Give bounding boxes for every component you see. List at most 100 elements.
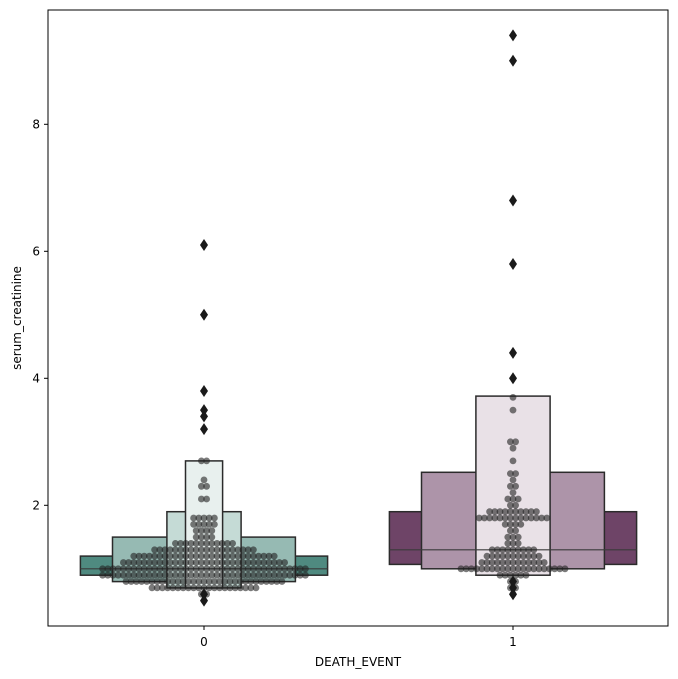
swarm-point: [520, 559, 527, 566]
swarm-point: [509, 457, 517, 465]
swarm-point: [512, 438, 519, 446]
swarm-point: [200, 578, 208, 585]
swarm-point: [135, 571, 143, 579]
swarm-point: [208, 571, 216, 579]
swarm-point: [190, 578, 198, 585]
swarm-point: [239, 565, 247, 573]
swarm-point: [146, 565, 153, 573]
swarm-point: [120, 559, 127, 566]
swarm-point: [486, 514, 493, 522]
swarm-point: [195, 514, 203, 522]
swarm-point: [192, 546, 200, 554]
swarm-point: [244, 565, 252, 573]
swarm-point: [198, 571, 205, 579]
swarm-point: [138, 578, 146, 585]
swarm-point: [252, 584, 260, 592]
swarm-point: [151, 552, 159, 560]
y-tick-label: 6: [32, 244, 40, 258]
swarm-point: [239, 571, 247, 579]
swarm-point: [276, 571, 283, 579]
swarm-point: [211, 514, 218, 522]
swarm-point: [192, 571, 200, 579]
swarm-point: [135, 552, 143, 560]
swarm-point: [229, 565, 237, 573]
swarm-point: [244, 552, 252, 560]
swarm-point: [187, 552, 195, 560]
swarm-point: [213, 552, 221, 560]
swarm-point: [224, 540, 231, 547]
swarm-point: [530, 552, 538, 560]
swarm-point: [213, 546, 221, 554]
swarm-point: [507, 508, 514, 516]
swarm-point: [496, 571, 504, 579]
swarm-point: [533, 508, 540, 516]
swarm-point: [203, 559, 211, 566]
swarm-point: [242, 578, 250, 585]
swarm-point: [507, 482, 514, 490]
swarm-point: [520, 546, 527, 554]
swarm-point: [237, 584, 244, 592]
swarm-point: [203, 552, 211, 560]
swarm-point: [276, 559, 283, 566]
swarm-point: [208, 527, 216, 535]
swarm-point: [509, 394, 517, 401]
swarm-point: [231, 578, 239, 585]
swarm-point: [478, 565, 486, 573]
swarm-point: [244, 559, 252, 566]
swarm-point: [195, 578, 203, 585]
swarm-point: [509, 489, 517, 496]
swarm-point: [198, 559, 205, 566]
swarm-point: [496, 514, 504, 522]
swarm-point: [520, 552, 527, 560]
swarm-point: [229, 559, 237, 566]
swarm-point: [130, 571, 138, 579]
swarm-point: [198, 495, 205, 503]
swarm-point: [208, 565, 216, 573]
swarm-point: [517, 521, 525, 528]
swarm-point: [213, 540, 221, 547]
swarm-point: [522, 514, 530, 522]
swarm-point: [192, 527, 200, 535]
swarm-point: [203, 540, 211, 547]
outlier-marker: [200, 385, 208, 397]
swarm-point: [270, 559, 278, 566]
swarm-point: [192, 552, 200, 560]
x-tick-label: 0: [200, 635, 208, 649]
swarm-point: [499, 552, 506, 560]
swarm-point: [151, 571, 159, 579]
swarm-point: [200, 584, 208, 592]
swarm-point: [177, 571, 185, 579]
swarm-point: [187, 540, 195, 547]
swarm-point: [527, 514, 535, 522]
swarm-point: [512, 482, 519, 490]
swarm-point: [509, 476, 517, 484]
outlier-marker: [200, 308, 208, 321]
swarm-point: [192, 533, 200, 541]
swarm-point: [164, 578, 172, 585]
x-tick-label: 1: [509, 635, 517, 649]
swarm-point: [221, 578, 229, 585]
swarm-point: [166, 571, 174, 579]
swarm-point: [507, 438, 514, 446]
swarm-point: [491, 514, 499, 522]
swarm-point: [270, 552, 278, 560]
swarm-point: [530, 546, 538, 554]
swarm-point: [504, 565, 512, 573]
swarm-point: [187, 559, 195, 566]
swarm-point: [494, 559, 501, 566]
swarm-point: [509, 406, 517, 414]
swarm-point: [190, 521, 198, 528]
swarm-point: [530, 559, 538, 566]
swarm-point: [475, 514, 483, 522]
swarm-point: [296, 565, 304, 573]
y-tick-label: 8: [32, 117, 40, 131]
swarm-point: [278, 578, 286, 585]
swarm-point: [174, 578, 182, 585]
swarm-point: [494, 546, 501, 554]
swarm-point: [203, 565, 211, 573]
swarm-point: [218, 565, 226, 573]
swarm-point: [151, 565, 159, 573]
swarm-point: [488, 559, 496, 566]
swarm-point: [501, 521, 509, 528]
